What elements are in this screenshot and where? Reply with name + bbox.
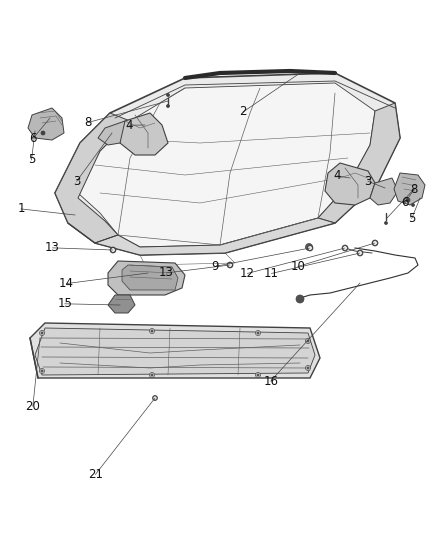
Text: 1: 1 bbox=[17, 203, 25, 215]
Polygon shape bbox=[108, 295, 135, 313]
Polygon shape bbox=[325, 163, 375, 205]
Text: 2: 2 bbox=[239, 106, 247, 118]
Text: 16: 16 bbox=[263, 375, 278, 387]
Circle shape bbox=[39, 368, 45, 374]
Circle shape bbox=[112, 248, 114, 252]
Circle shape bbox=[39, 330, 45, 335]
Text: 10: 10 bbox=[290, 260, 305, 273]
Text: 5: 5 bbox=[28, 154, 35, 166]
Circle shape bbox=[154, 397, 156, 399]
Polygon shape bbox=[55, 113, 130, 243]
Text: 8: 8 bbox=[84, 116, 91, 129]
Circle shape bbox=[149, 328, 155, 334]
Circle shape bbox=[151, 374, 153, 376]
Polygon shape bbox=[370, 178, 398, 205]
Circle shape bbox=[411, 204, 414, 206]
Circle shape bbox=[166, 104, 170, 108]
Text: 4: 4 bbox=[125, 119, 133, 132]
Polygon shape bbox=[95, 218, 335, 255]
Circle shape bbox=[255, 373, 261, 377]
Circle shape bbox=[257, 374, 259, 376]
Circle shape bbox=[358, 252, 361, 254]
Text: 15: 15 bbox=[57, 297, 72, 310]
Circle shape bbox=[357, 250, 363, 256]
Text: 4: 4 bbox=[333, 169, 341, 182]
Polygon shape bbox=[318, 103, 400, 223]
Text: 9: 9 bbox=[211, 260, 219, 273]
Polygon shape bbox=[28, 108, 64, 140]
Circle shape bbox=[406, 198, 410, 202]
Circle shape bbox=[305, 244, 312, 251]
Circle shape bbox=[41, 332, 43, 334]
Circle shape bbox=[110, 247, 116, 253]
Circle shape bbox=[372, 240, 378, 246]
Polygon shape bbox=[108, 261, 185, 295]
Circle shape bbox=[308, 246, 311, 249]
Circle shape bbox=[307, 367, 309, 369]
Text: 11: 11 bbox=[264, 267, 279, 280]
Polygon shape bbox=[55, 73, 400, 255]
Polygon shape bbox=[78, 83, 375, 247]
Circle shape bbox=[41, 131, 45, 135]
Circle shape bbox=[296, 295, 304, 303]
Circle shape bbox=[166, 93, 170, 96]
Circle shape bbox=[342, 245, 348, 251]
Circle shape bbox=[385, 222, 388, 224]
Text: 8: 8 bbox=[410, 183, 417, 196]
Polygon shape bbox=[30, 323, 320, 378]
Text: 13: 13 bbox=[45, 241, 60, 254]
Text: 5: 5 bbox=[408, 212, 415, 225]
Circle shape bbox=[343, 246, 346, 249]
Circle shape bbox=[374, 241, 377, 245]
Text: 6: 6 bbox=[401, 196, 409, 209]
Polygon shape bbox=[35, 328, 315, 375]
Circle shape bbox=[305, 366, 311, 370]
Text: 13: 13 bbox=[159, 266, 174, 279]
Circle shape bbox=[149, 373, 155, 377]
Text: 12: 12 bbox=[240, 267, 255, 280]
Circle shape bbox=[152, 395, 158, 400]
Polygon shape bbox=[118, 113, 168, 155]
Circle shape bbox=[41, 370, 43, 372]
Polygon shape bbox=[122, 265, 178, 290]
Circle shape bbox=[151, 330, 153, 332]
Text: 14: 14 bbox=[59, 277, 74, 290]
Circle shape bbox=[229, 263, 232, 266]
Text: 3: 3 bbox=[73, 175, 80, 188]
Text: 3: 3 bbox=[364, 175, 371, 188]
Text: 21: 21 bbox=[88, 468, 103, 481]
Circle shape bbox=[257, 332, 259, 334]
Circle shape bbox=[307, 340, 309, 342]
Circle shape bbox=[307, 245, 313, 251]
Polygon shape bbox=[98, 121, 125, 145]
Circle shape bbox=[227, 262, 233, 268]
Circle shape bbox=[255, 330, 261, 335]
Text: 6: 6 bbox=[29, 132, 37, 145]
Text: 20: 20 bbox=[25, 400, 40, 413]
Circle shape bbox=[305, 338, 311, 343]
Polygon shape bbox=[394, 173, 425, 205]
